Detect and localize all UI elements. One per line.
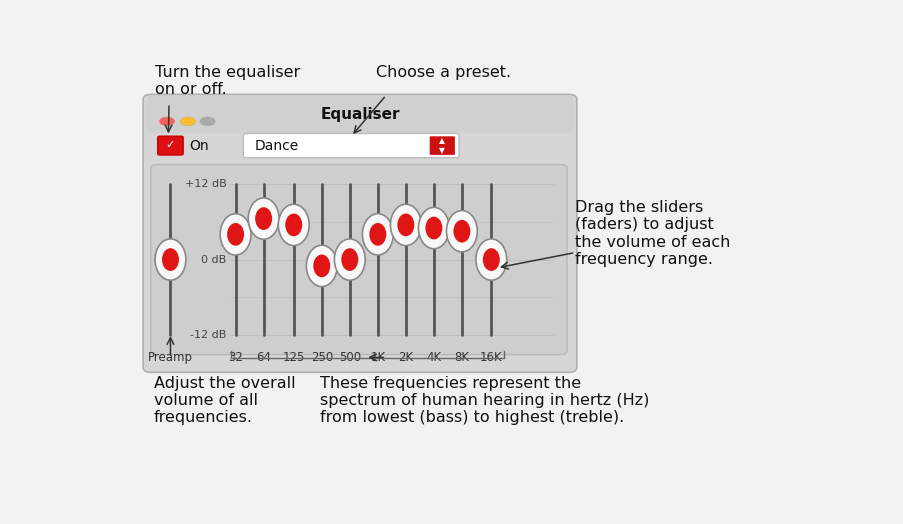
Text: 64: 64 — [256, 352, 271, 364]
Ellipse shape — [362, 214, 393, 255]
Text: 0 dB: 0 dB — [201, 255, 227, 265]
Text: 8K: 8K — [454, 352, 469, 364]
Text: Turn the equaliser
on or off.: Turn the equaliser on or off. — [155, 65, 300, 97]
Text: These frequencies represent the
spectrum of human hearing in hertz (Hz)
from low: These frequencies represent the spectrum… — [320, 376, 648, 425]
Text: ✓: ✓ — [165, 140, 175, 150]
Text: 32: 32 — [228, 352, 243, 364]
Ellipse shape — [278, 204, 309, 246]
Text: Dance: Dance — [255, 138, 298, 152]
Ellipse shape — [227, 223, 244, 246]
Text: 125: 125 — [283, 352, 304, 364]
Text: ▲
▼: ▲ ▼ — [439, 136, 444, 155]
Text: +12 dB: +12 dB — [184, 179, 227, 189]
Text: Choose a preset.: Choose a preset. — [376, 65, 510, 80]
Ellipse shape — [390, 204, 421, 246]
Circle shape — [200, 117, 215, 126]
FancyBboxPatch shape — [151, 165, 566, 355]
FancyBboxPatch shape — [243, 134, 459, 158]
Ellipse shape — [341, 248, 358, 271]
Ellipse shape — [220, 214, 251, 255]
Text: 4K: 4K — [426, 352, 441, 364]
Ellipse shape — [397, 214, 414, 236]
Ellipse shape — [425, 217, 442, 239]
FancyBboxPatch shape — [158, 136, 182, 155]
Ellipse shape — [162, 248, 179, 271]
Ellipse shape — [248, 198, 279, 239]
Text: Equaliser: Equaliser — [320, 107, 399, 122]
FancyBboxPatch shape — [143, 94, 576, 373]
Circle shape — [180, 117, 195, 126]
Ellipse shape — [418, 208, 449, 249]
Text: 2K: 2K — [398, 352, 413, 364]
Text: Preamp: Preamp — [148, 352, 192, 364]
Ellipse shape — [155, 239, 186, 280]
Ellipse shape — [313, 255, 330, 277]
Ellipse shape — [369, 223, 386, 246]
FancyBboxPatch shape — [146, 96, 573, 133]
Text: -12 dB: -12 dB — [190, 330, 227, 340]
Ellipse shape — [475, 239, 507, 280]
Text: 500: 500 — [339, 352, 360, 364]
Ellipse shape — [285, 214, 302, 236]
Ellipse shape — [446, 211, 477, 252]
FancyBboxPatch shape — [429, 136, 454, 155]
Text: Adjust the overall
volume of all
frequencies.: Adjust the overall volume of all frequen… — [154, 376, 295, 425]
Ellipse shape — [453, 220, 470, 243]
Circle shape — [159, 117, 174, 126]
Text: On: On — [189, 138, 209, 152]
Ellipse shape — [482, 248, 499, 271]
Text: Drag the sliders
(faders) to adjust
the volume of each
frequency range.: Drag the sliders (faders) to adjust the … — [575, 200, 730, 267]
Text: 1K: 1K — [370, 352, 385, 364]
Text: 250: 250 — [311, 352, 332, 364]
Ellipse shape — [306, 245, 337, 287]
Text: 16K: 16K — [479, 352, 502, 364]
Ellipse shape — [255, 207, 272, 230]
Ellipse shape — [334, 239, 365, 280]
